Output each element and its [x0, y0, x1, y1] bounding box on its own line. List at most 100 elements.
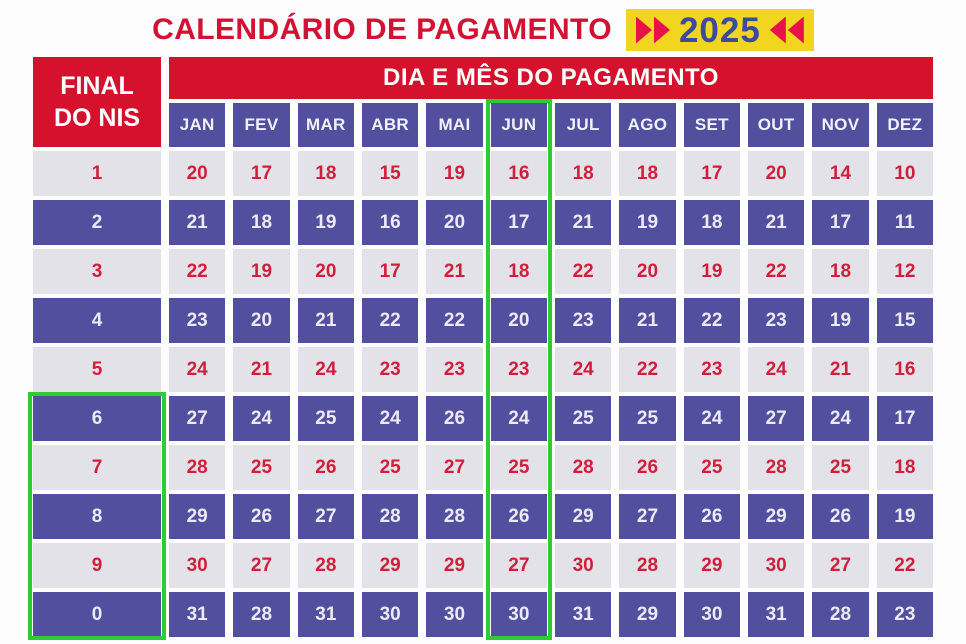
day-cell: 20: [233, 298, 290, 343]
day-cell: 15: [361, 151, 419, 196]
day-cell: 25: [619, 396, 676, 441]
day-cell: 18: [490, 249, 547, 294]
double-chevron-right-icon: [635, 16, 670, 44]
day-cell: 23: [554, 298, 612, 343]
nis-cell-9: 9: [33, 543, 161, 588]
day-cell: 29: [619, 592, 676, 637]
day-cell: 19: [619, 200, 676, 245]
day-cell: 17: [683, 151, 740, 196]
day-cell: 19: [876, 494, 933, 539]
day-cell: 10: [876, 151, 933, 196]
day-cell: 30: [169, 543, 226, 588]
day-cell: 16: [490, 151, 547, 196]
day-cell: 29: [683, 543, 740, 588]
day-cell: 20: [619, 249, 676, 294]
title-row: CALENDÁRIO DE PAGAMENTO 2025: [0, 4, 966, 56]
day-cell: 18: [683, 200, 740, 245]
day-cell: 18: [812, 249, 869, 294]
day-cell: 23: [876, 592, 933, 637]
day-cell: 22: [747, 249, 805, 294]
day-cell: 26: [619, 445, 676, 490]
day-cell: 29: [361, 543, 419, 588]
day-cell: 23: [169, 298, 226, 343]
page-title: CALENDÁRIO DE PAGAMENTO: [152, 13, 612, 46]
day-cell: 30: [426, 592, 483, 637]
day-cell: 19: [233, 249, 290, 294]
day-cell: 25: [554, 396, 612, 441]
month-header-abr: ABR: [361, 103, 419, 147]
month-header-fev: FEV: [233, 103, 290, 147]
nis-cell-3: 3: [33, 249, 161, 294]
day-cell: 18: [554, 151, 612, 196]
day-cell: 25: [361, 445, 419, 490]
day-cell: 17: [876, 396, 933, 441]
day-cell: 30: [554, 543, 612, 588]
day-cell: 19: [683, 249, 740, 294]
day-cell: 28: [169, 445, 226, 490]
month-header-mar: MAR: [297, 103, 354, 147]
day-cell: 27: [619, 494, 676, 539]
month-header-ago: AGO: [619, 103, 676, 147]
day-cell: 28: [233, 592, 290, 637]
day-cell: 21: [426, 249, 483, 294]
day-cell: 17: [361, 249, 419, 294]
day-cell: 21: [297, 298, 354, 343]
month-header-jul: JUL: [554, 103, 612, 147]
day-cell: 22: [426, 298, 483, 343]
month-header-jun: JUN: [490, 103, 547, 147]
day-cell: 22: [169, 249, 226, 294]
day-cell: 25: [490, 445, 547, 490]
day-cell: 28: [361, 494, 419, 539]
day-cell: 31: [747, 592, 805, 637]
nis-cell-0: 0: [33, 592, 161, 637]
day-cell: 28: [426, 494, 483, 539]
nis-cell-4: 4: [33, 298, 161, 343]
day-cell: 27: [490, 543, 547, 588]
day-cell: 20: [747, 151, 805, 196]
month-header-out: OUT: [747, 103, 805, 147]
day-cell: 14: [812, 151, 869, 196]
day-cell: 23: [683, 347, 740, 392]
day-cell: 17: [812, 200, 869, 245]
year-badge: 2025: [625, 9, 814, 51]
day-cell: 31: [297, 592, 354, 637]
day-cell: 27: [747, 396, 805, 441]
day-cell: 16: [361, 200, 419, 245]
day-cell: 24: [490, 396, 547, 441]
day-cell: 23: [747, 298, 805, 343]
day-cell: 26: [812, 494, 869, 539]
month-header-jan: JAN: [169, 103, 226, 147]
day-cell: 30: [747, 543, 805, 588]
day-cell: 28: [812, 592, 869, 637]
day-cell: 31: [554, 592, 612, 637]
day-cell: 26: [233, 494, 290, 539]
day-cell: 23: [490, 347, 547, 392]
year-label: 2025: [678, 10, 761, 50]
day-cell: 21: [747, 200, 805, 245]
day-cell: 27: [426, 445, 483, 490]
day-cell: 16: [876, 347, 933, 392]
double-chevron-left-icon: [769, 16, 804, 44]
day-cell: 20: [169, 151, 226, 196]
day-cell: 21: [812, 347, 869, 392]
day-cell: 23: [426, 347, 483, 392]
day-cell: 20: [490, 298, 547, 343]
day-cell: 30: [683, 592, 740, 637]
day-cell: 20: [426, 200, 483, 245]
month-header-dez: DEZ: [876, 103, 933, 147]
day-cell: 21: [554, 200, 612, 245]
day-cell: 17: [490, 200, 547, 245]
nis-cell-2: 2: [33, 200, 161, 245]
day-cell: 24: [683, 396, 740, 441]
day-cell: 24: [747, 347, 805, 392]
day-cell: 24: [554, 347, 612, 392]
day-cell: 24: [297, 347, 354, 392]
nis-cell-5: 5: [33, 347, 161, 392]
day-cell: 24: [233, 396, 290, 441]
day-cell: 26: [683, 494, 740, 539]
day-cell: 26: [490, 494, 547, 539]
day-cell: 17: [233, 151, 290, 196]
day-cell: 22: [361, 298, 419, 343]
day-cell: 19: [426, 151, 483, 196]
day-cell: 29: [554, 494, 612, 539]
